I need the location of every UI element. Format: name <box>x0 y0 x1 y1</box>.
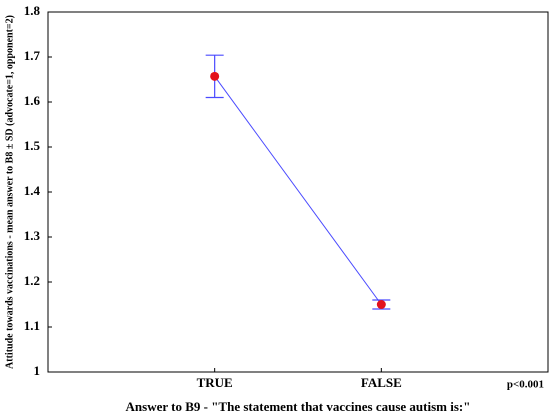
y-tick-label: 1 <box>34 363 41 378</box>
x-tick-label: FALSE <box>361 375 402 390</box>
marker <box>376 300 386 309</box>
y-tick-label: 1.4 <box>24 183 41 198</box>
y-axis-label: Attitude towards vaccinations - mean ans… <box>4 15 15 369</box>
y-tick-label: 1.1 <box>24 318 40 333</box>
x-axis-label: Answer to B9 - "The statement that vacci… <box>126 399 471 414</box>
x-tick-label: TRUE <box>197 375 233 390</box>
y-tick-label: 1.8 <box>24 3 41 18</box>
plot-frame <box>47 11 549 373</box>
y-tick-label: 1.7 <box>24 48 41 63</box>
line <box>214 76 382 305</box>
y-tick-label: 1.6 <box>24 93 41 108</box>
y-tick-label: 1.5 <box>24 138 41 153</box>
annotation: p<0.001 <box>507 379 544 391</box>
marker <box>210 71 220 81</box>
y-tick-label: 1.3 <box>24 228 41 243</box>
y-tick-label: 1.2 <box>24 273 40 288</box>
